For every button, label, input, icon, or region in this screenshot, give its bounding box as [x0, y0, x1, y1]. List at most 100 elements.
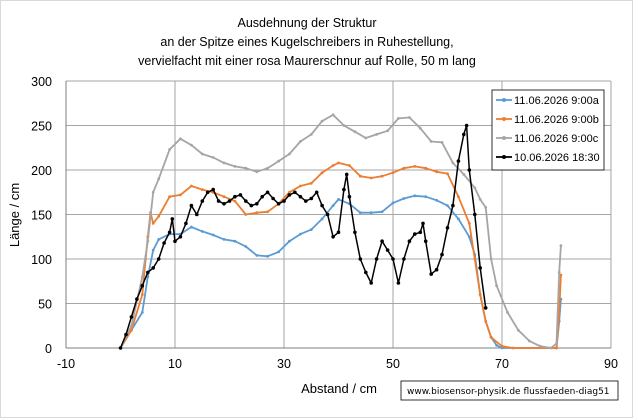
source-note: www.biosensor-physik.de flussfaeden-diag… — [400, 380, 619, 401]
y-tick-label: 300 — [31, 75, 52, 89]
data-point — [478, 266, 483, 270]
series-lines — [118, 113, 563, 350]
data-point — [380, 174, 384, 178]
data-point — [478, 198, 482, 201]
data-point — [364, 136, 368, 140]
data-point — [146, 275, 150, 279]
data-point — [222, 238, 226, 241]
data-point — [249, 203, 254, 208]
data-point — [277, 159, 280, 163]
data-point — [244, 245, 248, 248]
chart-title-line-2: an der Spitze eines Kugelschreibers in R… — [160, 35, 453, 49]
x-tick-label: 90 — [604, 357, 618, 371]
data-point — [151, 248, 155, 252]
legend-marker — [502, 98, 506, 102]
data-point — [190, 143, 193, 147]
data-point — [331, 164, 335, 167]
data-point — [287, 193, 292, 197]
data-point — [451, 203, 455, 208]
data-point — [320, 217, 324, 221]
data-point — [118, 346, 123, 350]
data-point — [288, 239, 291, 243]
data-point — [265, 190, 270, 195]
data-point — [483, 306, 488, 310]
data-point — [457, 217, 460, 221]
data-point — [559, 244, 563, 248]
data-point — [364, 270, 368, 275]
data-point — [140, 275, 144, 279]
data-point — [331, 113, 335, 117]
data-point — [222, 161, 226, 165]
x-axis-label: Abstand / cm — [301, 381, 377, 396]
x-tick-label: 30 — [277, 357, 291, 371]
data-point — [435, 170, 438, 174]
data-point — [140, 311, 144, 314]
data-point — [467, 235, 471, 239]
data-point — [189, 203, 194, 208]
data-point — [320, 119, 324, 123]
y-tick-labels: 0 50 100 150 200 250 300 — [31, 75, 52, 356]
legend-label: 11.06.2026 9:00b — [514, 114, 599, 126]
data-point — [179, 137, 182, 141]
data-point — [211, 233, 215, 237]
y-tick-label: 150 — [31, 209, 52, 223]
data-point — [135, 297, 139, 301]
data-point — [211, 187, 215, 192]
data-point — [309, 196, 314, 201]
data-point — [380, 210, 384, 214]
series-line-2 — [119, 161, 562, 349]
data-point — [168, 195, 172, 199]
data-point — [129, 315, 134, 319]
data-point — [233, 239, 237, 243]
data-point — [495, 343, 498, 347]
data-point — [244, 199, 248, 203]
data-point — [205, 190, 210, 195]
data-point — [276, 202, 281, 206]
data-point — [130, 328, 133, 332]
data-point — [200, 188, 204, 192]
legend-label: 11.06.2026 9:00c — [514, 133, 599, 145]
data-point — [255, 202, 259, 206]
data-point — [500, 344, 504, 348]
data-point — [293, 190, 297, 195]
data-point — [146, 270, 150, 275]
data-point — [178, 235, 183, 239]
data-point — [353, 230, 357, 235]
data-point — [325, 212, 330, 217]
data-point — [559, 273, 563, 277]
source-note-box — [400, 380, 619, 401]
data-point — [353, 130, 357, 134]
data-point — [320, 171, 324, 175]
data-point — [418, 126, 422, 130]
data-point — [391, 257, 395, 261]
y-tick-label: 0 — [45, 342, 52, 356]
data-point — [511, 346, 515, 350]
data-point — [336, 230, 341, 235]
data-point — [473, 186, 477, 190]
data-point — [233, 194, 237, 199]
data-point — [337, 161, 340, 165]
data-point — [222, 202, 226, 206]
data-point — [445, 226, 450, 230]
data-point — [190, 184, 193, 188]
chart-title-line-3: vervielfacht mit einer rosa Maurerschnur… — [138, 54, 476, 68]
data-point — [309, 181, 313, 185]
data-point — [157, 177, 161, 181]
data-point — [266, 166, 269, 170]
data-point — [446, 172, 449, 176]
data-point — [418, 230, 423, 235]
data-point — [347, 194, 352, 199]
data-point — [413, 165, 417, 168]
legend-marker — [502, 136, 506, 140]
data-point — [516, 328, 520, 332]
data-point — [344, 172, 349, 177]
data-point — [424, 195, 428, 199]
data-point — [391, 171, 395, 175]
data-point — [195, 212, 199, 217]
data-point — [462, 132, 466, 137]
data-point — [227, 199, 232, 203]
data-point — [549, 346, 553, 350]
y-tick-label: 200 — [31, 164, 52, 178]
data-point — [156, 257, 161, 261]
source-note-text: www.biosensor-physik.de flussfaeden-diag… — [407, 387, 610, 397]
